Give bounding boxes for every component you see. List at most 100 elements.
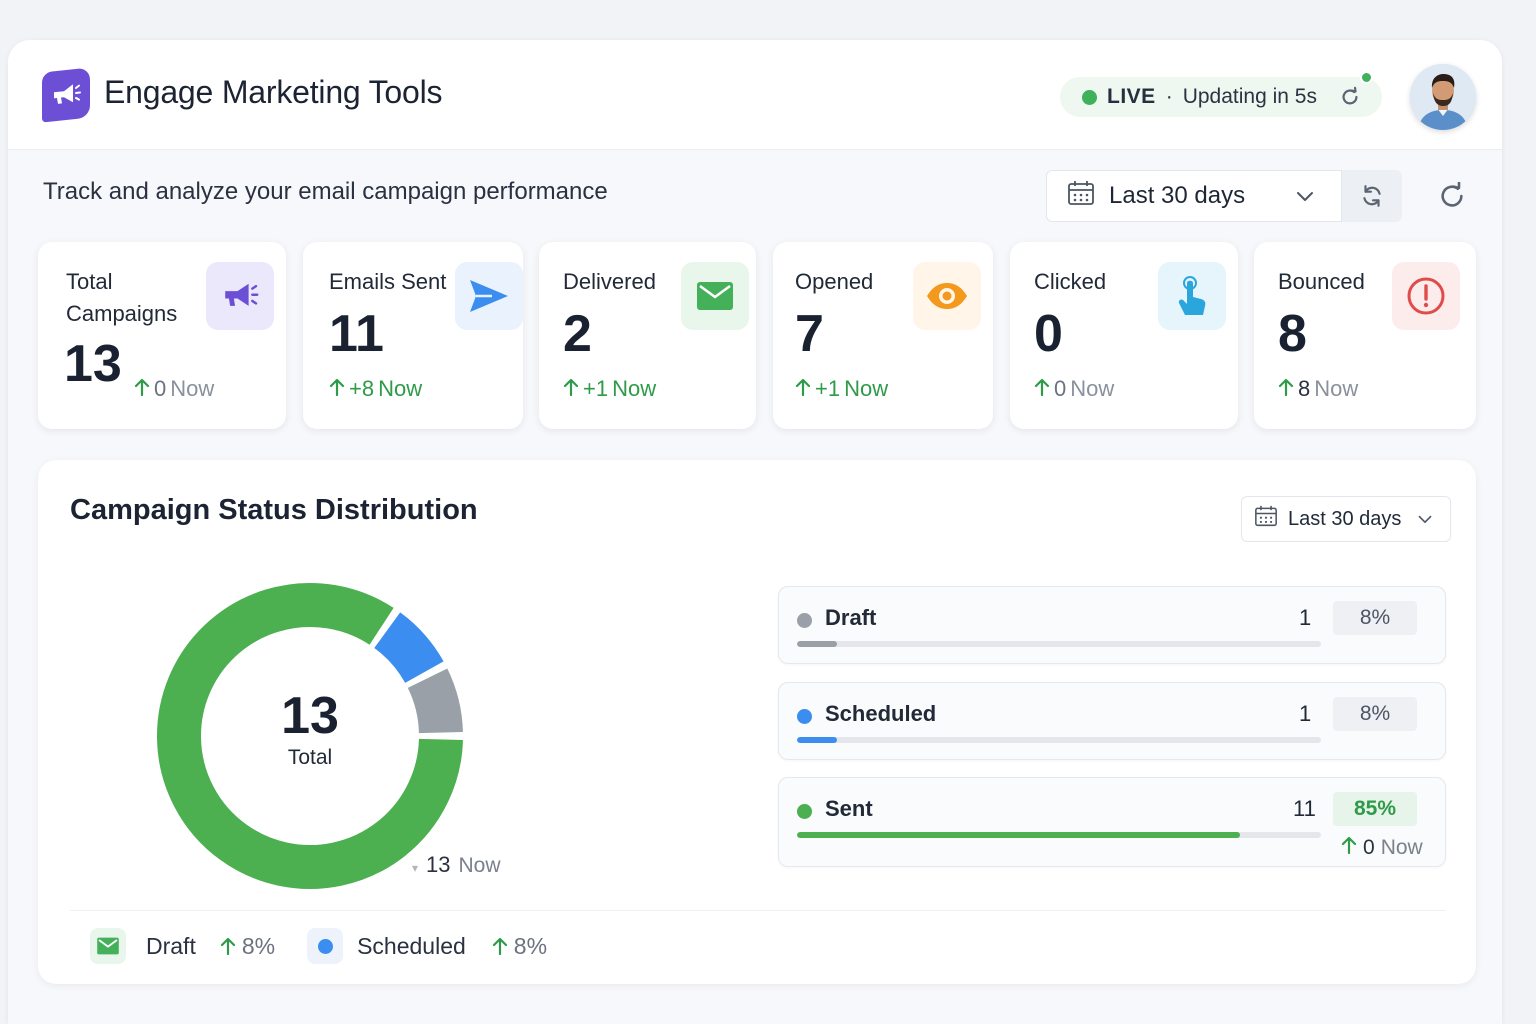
status-progress-fill <box>797 832 1241 838</box>
card-delta: +1 Now <box>563 376 656 402</box>
panel-date-range-select[interactable]: Last 30 days <box>1241 496 1451 542</box>
eye-icon <box>913 262 981 330</box>
card-clicked[interactable]: Clicked 0 0 Now <box>1010 242 1238 429</box>
card-label: Bounced <box>1278 269 1365 294</box>
status-percent: 8% <box>1333 697 1417 731</box>
status-dot-icon <box>797 709 812 724</box>
status-name: Sent <box>825 796 873 821</box>
card-delta-value: +8 <box>349 376 375 401</box>
card-bounced[interactable]: Bounced 8 8 Now <box>1254 242 1476 429</box>
card-label: Emails Sent <box>329 269 447 294</box>
card-value: 0 <box>1034 305 1063 363</box>
card-label: Delivered <box>563 269 656 294</box>
date-range-select[interactable]: Last 30 days <box>1046 170 1342 222</box>
pointer-icon <box>1158 262 1226 330</box>
arrow-up-icon <box>563 376 579 402</box>
card-value: 13 <box>64 335 122 393</box>
mail-icon <box>681 262 749 330</box>
legend-label: Draft <box>146 932 196 959</box>
date-range-label: Last 30 days <box>1109 182 1246 209</box>
arrow-up-icon <box>134 376 150 402</box>
card-label: Total Campaigns <box>66 269 178 326</box>
reload-icon <box>1441 182 1463 207</box>
legend-percent: 8% <box>241 932 276 959</box>
card-delta-value: 0 <box>154 376 167 401</box>
legend-label: Scheduled <box>357 932 466 959</box>
dot-icon <box>307 928 344 964</box>
arrow-up-icon <box>492 937 507 955</box>
card-delta-now: Now <box>1314 376 1359 401</box>
calendar-icon <box>1254 505 1278 533</box>
card-value: 11 <box>329 305 384 363</box>
live-status[interactable]: LIVE · Updating in 5s <box>1060 77 1382 117</box>
status-progress-track <box>797 832 1321 838</box>
status-sub-value: 0 <box>1363 836 1375 859</box>
card-delta-now: Now <box>612 376 657 401</box>
status-sub-delta: 0 Now <box>1341 836 1423 860</box>
page-subtitle: Track and analyze your email campaign pe… <box>43 178 608 205</box>
card-delta-value: +1 <box>583 376 609 401</box>
legend: Draft 8% Scheduled 8% <box>90 926 547 966</box>
chevron-down-icon <box>1295 185 1315 213</box>
status-name: Draft <box>825 605 877 630</box>
card-delta-value: 8 <box>1298 376 1311 401</box>
user-avatar[interactable] <box>1410 64 1476 130</box>
donut-segment-sent[interactable] <box>157 583 463 889</box>
sync-icon <box>1363 185 1381 207</box>
legend-percent: 8% <box>513 932 548 959</box>
card-label: Opened <box>795 269 874 294</box>
status-donut-chart <box>157 583 463 889</box>
status-percent: 8% <box>1333 601 1417 635</box>
card-delta: +1 Now <box>795 376 888 402</box>
card-value: 7 <box>795 305 824 363</box>
notification-dot-icon <box>1360 71 1373 84</box>
card-delta-value: 0 <box>1054 376 1067 401</box>
card-delta: +8 Now <box>329 376 422 402</box>
card-label: Clicked <box>1034 269 1107 294</box>
donut-segment-scheduled[interactable] <box>373 612 444 684</box>
card-delta-value: +1 <box>815 376 841 401</box>
calendar-icon <box>1067 180 1095 213</box>
status-progress-fill <box>797 641 838 647</box>
status-percent: 85% <box>1333 792 1417 826</box>
panel-date-range-label: Last 30 days <box>1288 507 1402 530</box>
card-delta-now: Now <box>1070 376 1115 401</box>
megaphone-icon <box>206 262 274 330</box>
legend-delta: 8% <box>220 933 275 960</box>
card-delta-now: Now <box>170 376 215 401</box>
card-opened[interactable]: Opened 7 +1 Now <box>773 242 993 429</box>
donut-now-value: 13 <box>426 852 451 877</box>
live-updating-text: Updating in 5s <box>1182 85 1317 108</box>
card-delta-now: Now <box>378 376 423 401</box>
megaphone-icon <box>42 67 90 123</box>
status-row-sent[interactable]: Sent 11 85% 0 Now <box>778 777 1446 867</box>
status-row-draft[interactable]: Draft 1 8% <box>778 586 1446 664</box>
arrow-up-icon <box>329 376 345 402</box>
status-count: 1 <box>1299 701 1312 726</box>
status-count: 1 <box>1299 605 1312 630</box>
header: Engage Marketing Tools LIVE · Updating i… <box>8 40 1502 150</box>
chevron-down-icon <box>1417 511 1433 527</box>
app-title: Engage Marketing Tools <box>104 74 443 110</box>
app-window: Engage Marketing Tools LIVE · Updating i… <box>8 40 1502 1024</box>
arrow-up-icon <box>1034 376 1050 402</box>
card-value: 2 <box>563 305 592 363</box>
legend-delta: 8% <box>492 933 547 960</box>
arrow-up-icon <box>795 376 811 402</box>
card-delivered[interactable]: Delivered 2 +1 Now <box>539 242 756 429</box>
send-icon <box>455 262 523 330</box>
live-label: LIVE <box>1107 85 1156 108</box>
card-total-campaigns[interactable]: Total Campaigns 13 0 Now <box>38 242 286 429</box>
status-dot-icon <box>797 613 812 628</box>
refresh-icon[interactable] <box>1339 86 1361 108</box>
card-emails-sent[interactable]: Emails Sent 11 +8 Now <box>303 242 523 429</box>
donut-segment-draft[interactable] <box>407 668 463 734</box>
divider <box>70 910 1446 911</box>
reload-button[interactable] <box>1432 176 1472 216</box>
status-progress-fill <box>797 737 838 743</box>
donut-now: ▾ 13 Now <box>412 852 501 878</box>
status-name: Scheduled <box>825 701 937 726</box>
range-refresh-button[interactable] <box>1342 170 1402 222</box>
status-row-scheduled[interactable]: Scheduled 1 8% <box>778 682 1446 760</box>
mail-icon <box>90 928 126 964</box>
